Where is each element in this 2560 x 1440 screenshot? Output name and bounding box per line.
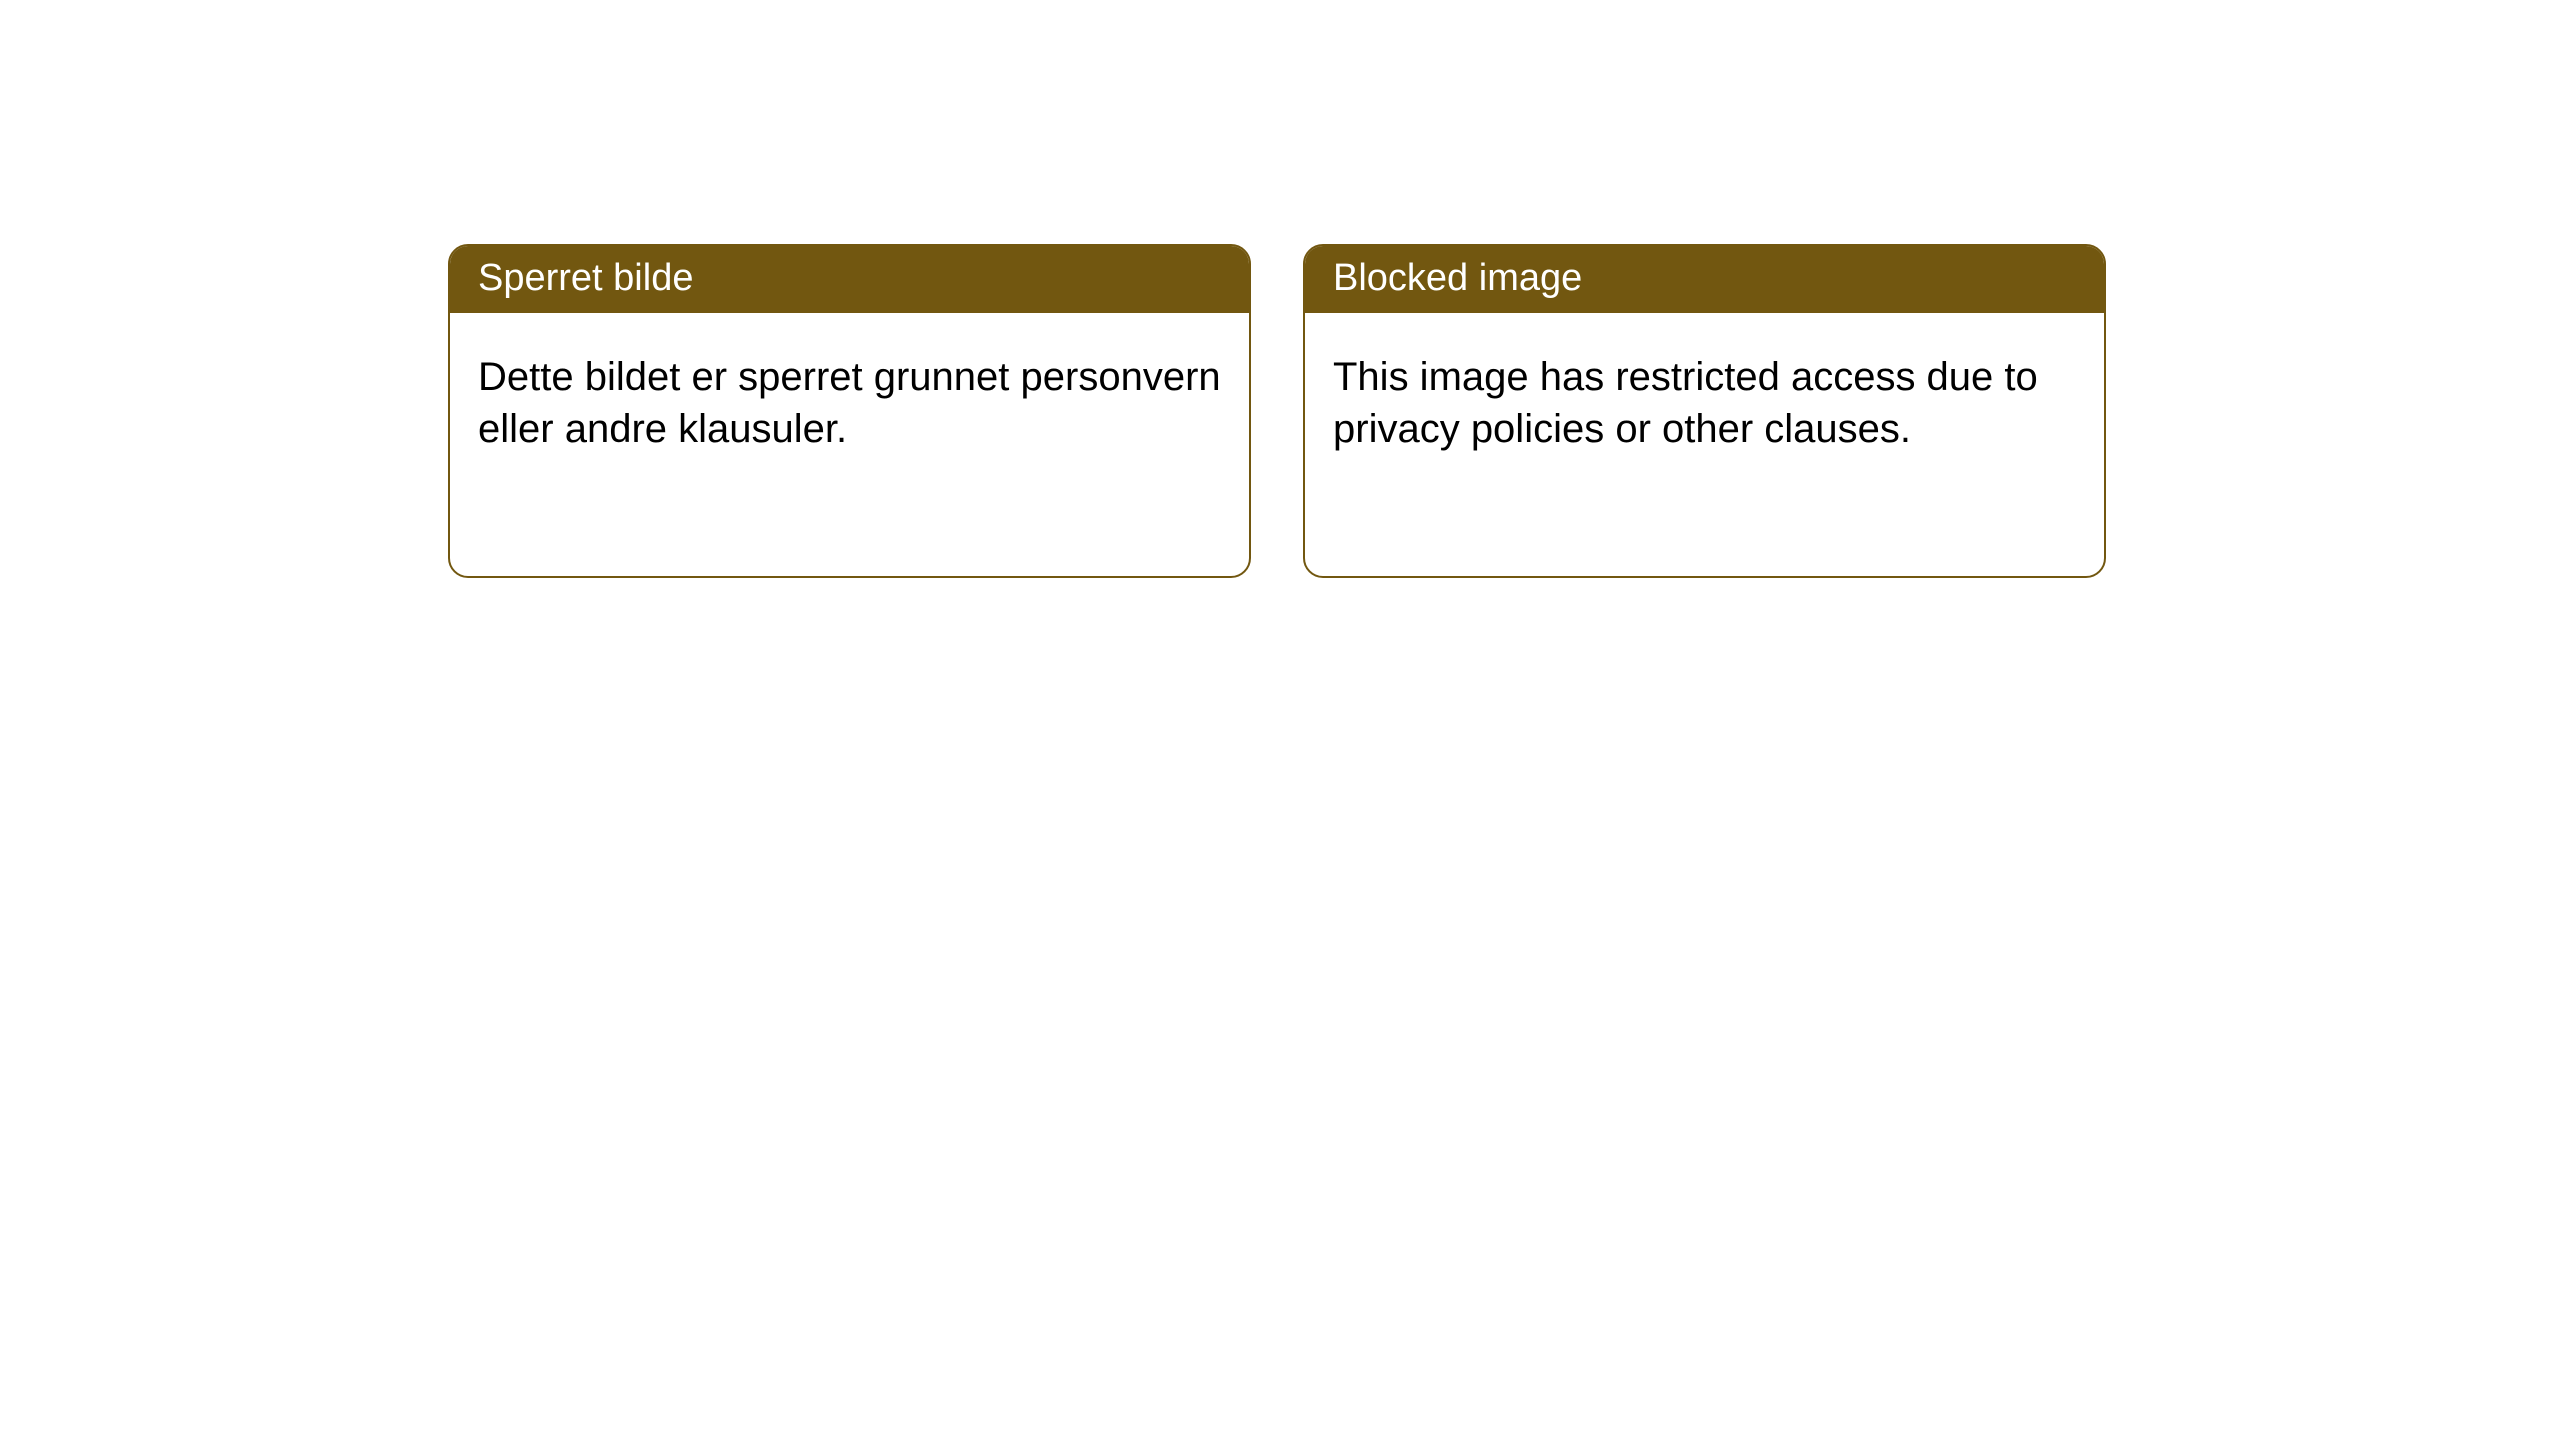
notice-card-english: Blocked image This image has restricted …: [1303, 244, 2106, 578]
notice-card-norwegian: Sperret bilde Dette bildet er sperret gr…: [448, 244, 1251, 578]
notice-title-english: Blocked image: [1305, 246, 2104, 313]
notice-body-english: This image has restricted access due to …: [1305, 313, 2104, 493]
notice-title-norwegian: Sperret bilde: [450, 246, 1249, 313]
notice-container: Sperret bilde Dette bildet er sperret gr…: [0, 0, 2560, 578]
notice-body-norwegian: Dette bildet er sperret grunnet personve…: [450, 313, 1249, 493]
